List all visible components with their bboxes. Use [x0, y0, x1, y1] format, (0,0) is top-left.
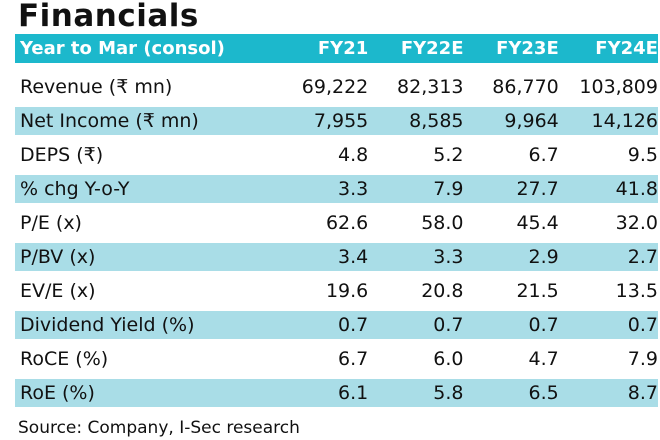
table-row: Revenue (₹ mn) 69,222 82,313 86,770 103,809 — [15, 73, 658, 101]
table-cell: 58.0 — [421, 212, 464, 234]
table-cell: 5.8 — [433, 382, 464, 404]
table-cell: 6.7 — [338, 348, 369, 370]
table-cell: 6.5 — [528, 382, 559, 404]
header-label: Year to Mar (consol) — [20, 38, 225, 59]
table-cell: 62.6 — [325, 212, 369, 234]
table-cell: 45.4 — [516, 212, 559, 234]
table-cell: 86,770 — [492, 76, 559, 98]
table-row: Net Income (₹ mn) 7,955 8,585 9,964 14,126 — [15, 107, 658, 135]
table-row: % chg Y-o-Y 3.3 7.9 27.7 41.8 — [15, 175, 658, 203]
table-cell: 0.7 — [528, 314, 559, 336]
table-cell: 5.2 — [433, 144, 464, 166]
row-label: EV/E (x) — [20, 280, 96, 302]
table-cell: 41.8 — [615, 178, 658, 200]
row-label: Net Income (₹ mn) — [20, 110, 199, 132]
col-header: FY24E — [595, 38, 658, 59]
table-row: DEPS (₹) 4.8 5.2 6.7 9.5 — [15, 141, 658, 169]
table-cell: 7.9 — [433, 178, 464, 200]
table-header: Year to Mar (consol) FY21 FY22E FY23E FY… — [15, 34, 658, 63]
table-cell: 2.9 — [528, 246, 559, 268]
table-cell: 14,126 — [591, 110, 658, 132]
table-cell: 32.0 — [615, 212, 658, 234]
table-cell: 8.7 — [627, 382, 658, 404]
row-label: RoE (%) — [20, 382, 95, 404]
row-label: Dividend Yield (%) — [20, 314, 195, 336]
row-label: Revenue (₹ mn) — [20, 76, 173, 98]
table-cell: 7,955 — [313, 110, 369, 132]
table-cell: 6.1 — [338, 382, 369, 404]
table-row: P/BV (x) 3.4 3.3 2.9 2.7 — [15, 243, 658, 271]
row-label: P/E (x) — [20, 212, 82, 234]
table-cell: 2.7 — [627, 246, 658, 268]
table-cell: 0.7 — [627, 314, 658, 336]
table-cell: 6.7 — [528, 144, 559, 166]
col-header: FY22E — [400, 38, 464, 59]
table-cell: 82,313 — [397, 76, 464, 98]
table-cell: 13.5 — [615, 280, 658, 302]
table-cell: 21.5 — [516, 280, 559, 302]
financials-table: Year to Mar (consol) FY21 FY22E FY23E FY… — [15, 34, 658, 413]
table-cell: 0.7 — [433, 314, 464, 336]
page-title: Financials — [18, 0, 199, 34]
table-cell: 7.9 — [627, 348, 658, 370]
table-row: RoCE (%) 6.7 6.0 4.7 7.9 — [15, 345, 658, 373]
table-row: P/E (x) 62.6 58.0 45.4 32.0 — [15, 209, 658, 237]
table-cell: 69,222 — [301, 76, 369, 98]
table-cell: 3.4 — [338, 246, 369, 268]
table-cell: 9,964 — [504, 110, 559, 132]
table-cell: 4.7 — [528, 348, 559, 370]
source-note: Source: Company, I-Sec research — [18, 418, 300, 438]
table-cell: 20.8 — [421, 280, 464, 302]
table-cell: 8,585 — [409, 110, 464, 132]
table-cell: 103,809 — [579, 76, 658, 98]
table-row: EV/E (x) 19.6 20.8 21.5 13.5 — [15, 277, 658, 305]
table-cell: 4.8 — [338, 144, 369, 166]
col-header: FY23E — [496, 38, 559, 59]
table-cell: 3.3 — [338, 178, 369, 200]
row-label: P/BV (x) — [20, 246, 96, 268]
table-cell: 3.3 — [433, 246, 464, 268]
table-row: RoE (%) 6.1 5.8 6.5 8.7 — [15, 379, 658, 407]
table-cell: 19.6 — [325, 280, 369, 302]
table-cell: 0.7 — [338, 314, 369, 336]
table-cell: 27.7 — [516, 178, 559, 200]
table-cell: 6.0 — [433, 348, 464, 370]
table-row: Dividend Yield (%) 0.7 0.7 0.7 0.7 — [15, 311, 658, 339]
row-label: RoCE (%) — [20, 348, 109, 370]
row-label: DEPS (₹) — [20, 144, 104, 166]
col-header: FY21 — [317, 38, 369, 59]
row-label: % chg Y-o-Y — [20, 178, 130, 200]
table-cell: 9.5 — [627, 144, 658, 166]
